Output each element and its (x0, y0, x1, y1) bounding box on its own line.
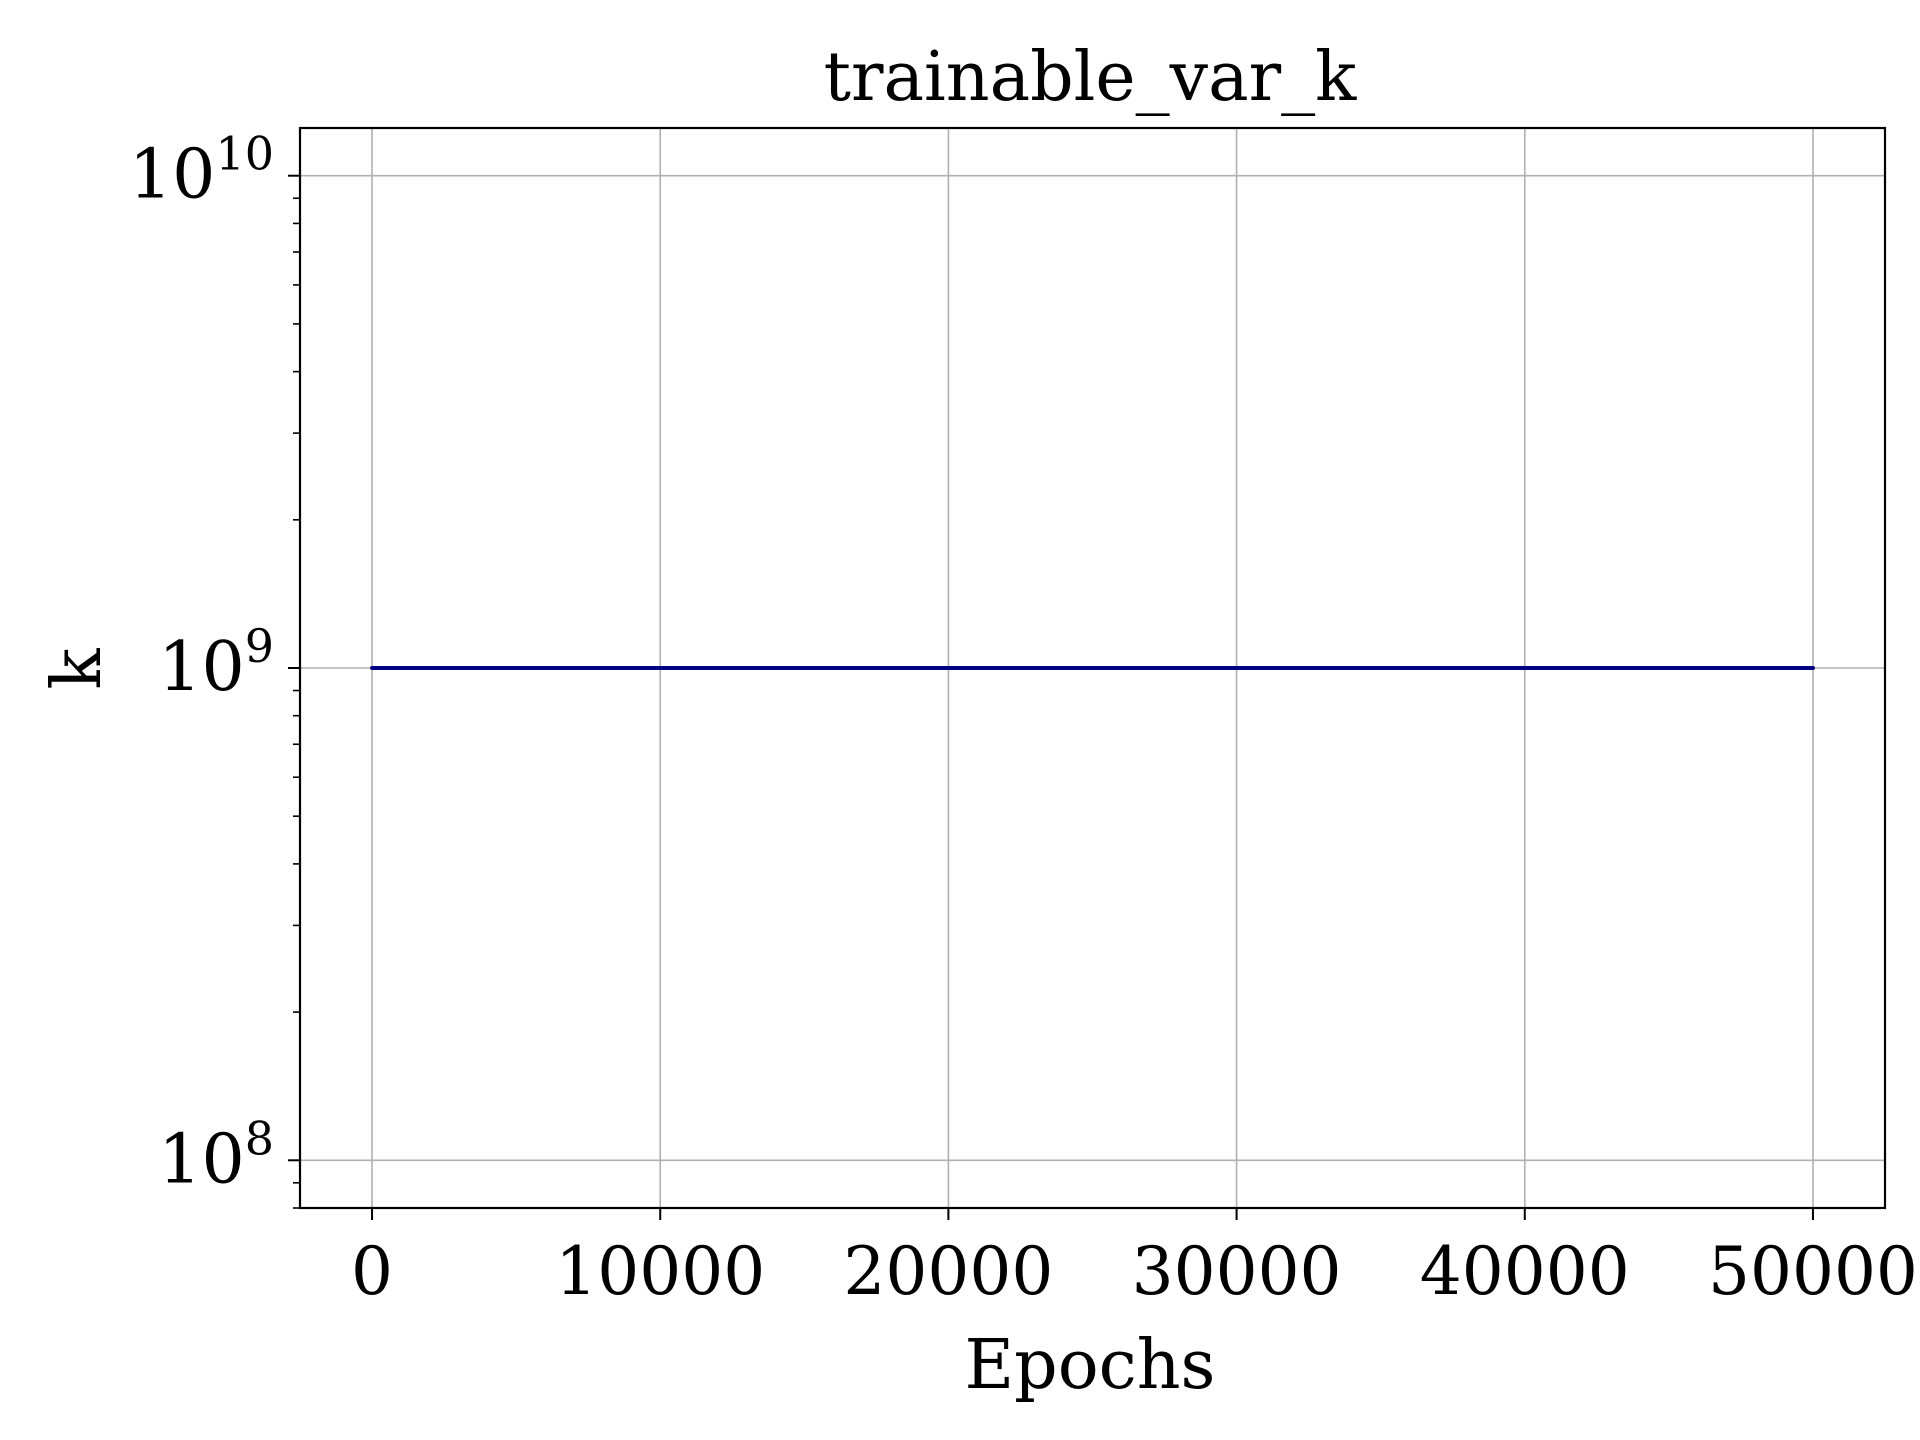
y-tick-label-exponent: 8 (245, 1111, 274, 1165)
x-tick-label: 50000 (1708, 1233, 1918, 1310)
major-ticks (288, 174, 1814, 1220)
minor-ticks (293, 197, 300, 1209)
y-tick-label-exponent: 10 (215, 127, 274, 181)
y-tick-label-base: 10 (129, 136, 216, 215)
x-tick-label: 10000 (555, 1233, 765, 1310)
y-tick-label-exponent: 9 (245, 619, 274, 673)
y-tick-label-base: 10 (158, 1120, 245, 1199)
x-tick-label: 40000 (1420, 1233, 1630, 1310)
y-tick-label: 1010 (129, 127, 274, 215)
x-tick-label: 20000 (843, 1233, 1053, 1310)
y-axis-label: k (38, 648, 117, 690)
chart-title: trainable_var_k (824, 38, 1357, 117)
x-tick-label: 0 (351, 1233, 393, 1310)
x-tick-label: 30000 (1132, 1233, 1342, 1310)
y-tick-label: 109 (158, 619, 274, 707)
y-tick-label: 108 (158, 1111, 274, 1199)
plot-frame (298, 126, 1887, 1210)
x-axis-label: Epochs (965, 1326, 1216, 1405)
y-tick-label-base: 10 (158, 628, 245, 707)
x-tick-labels: 0 10000 20000 30000 40000 50000 (351, 1233, 1918, 1310)
